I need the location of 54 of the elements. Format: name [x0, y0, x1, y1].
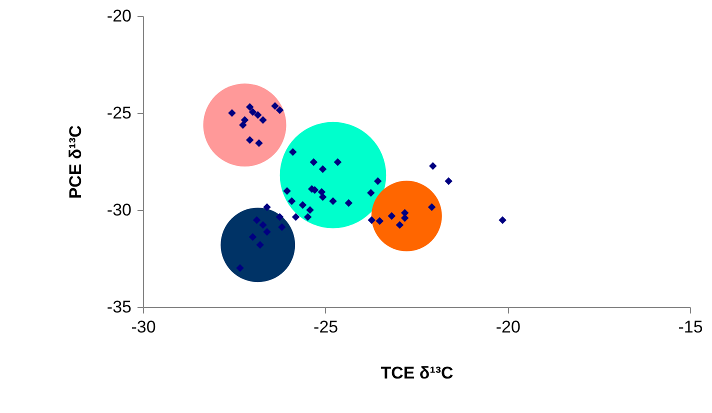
point — [388, 212, 396, 220]
point — [236, 264, 244, 272]
point — [292, 213, 300, 221]
x-tick-label: -25 — [314, 318, 338, 336]
point — [259, 116, 267, 124]
point — [304, 213, 312, 221]
point — [368, 216, 376, 224]
x-tick-label: -15 — [678, 318, 703, 336]
point — [263, 228, 271, 236]
point — [248, 233, 257, 241]
point — [239, 121, 247, 129]
point — [306, 206, 314, 214]
point — [288, 197, 296, 205]
point — [428, 203, 436, 211]
point — [255, 139, 263, 147]
point — [228, 109, 236, 117]
x-tick-label: -20 — [496, 318, 520, 336]
point — [240, 116, 249, 124]
x-tick-label: -30 — [131, 318, 156, 336]
point — [248, 108, 257, 116]
point — [498, 216, 506, 224]
point — [318, 165, 327, 173]
point — [256, 241, 264, 249]
y-tick-label: -35 — [106, 298, 132, 316]
point — [271, 102, 279, 110]
y-tick-label: -25 — [106, 104, 132, 122]
point — [246, 103, 254, 111]
point — [396, 221, 404, 229]
point — [259, 221, 267, 229]
point — [400, 214, 409, 222]
point — [367, 189, 375, 197]
point — [429, 162, 437, 170]
point — [252, 216, 261, 224]
point — [283, 187, 291, 195]
y-axis-title: PCE δ¹³C — [66, 125, 85, 199]
point — [329, 197, 337, 205]
point — [334, 158, 342, 166]
point — [246, 136, 254, 144]
point — [298, 201, 307, 209]
point — [263, 203, 271, 211]
point — [344, 199, 353, 207]
point — [310, 158, 318, 166]
point — [278, 223, 286, 231]
y-tick-label: -20 — [106, 6, 132, 26]
point — [444, 177, 452, 185]
point — [376, 217, 384, 225]
y-tick-label: -30 — [106, 200, 132, 220]
point — [254, 111, 262, 119]
point — [374, 177, 382, 185]
point — [289, 148, 297, 156]
x-axis-title: TCE δ¹³C — [380, 364, 454, 382]
point — [318, 193, 327, 201]
point — [276, 106, 284, 114]
point — [276, 213, 284, 221]
